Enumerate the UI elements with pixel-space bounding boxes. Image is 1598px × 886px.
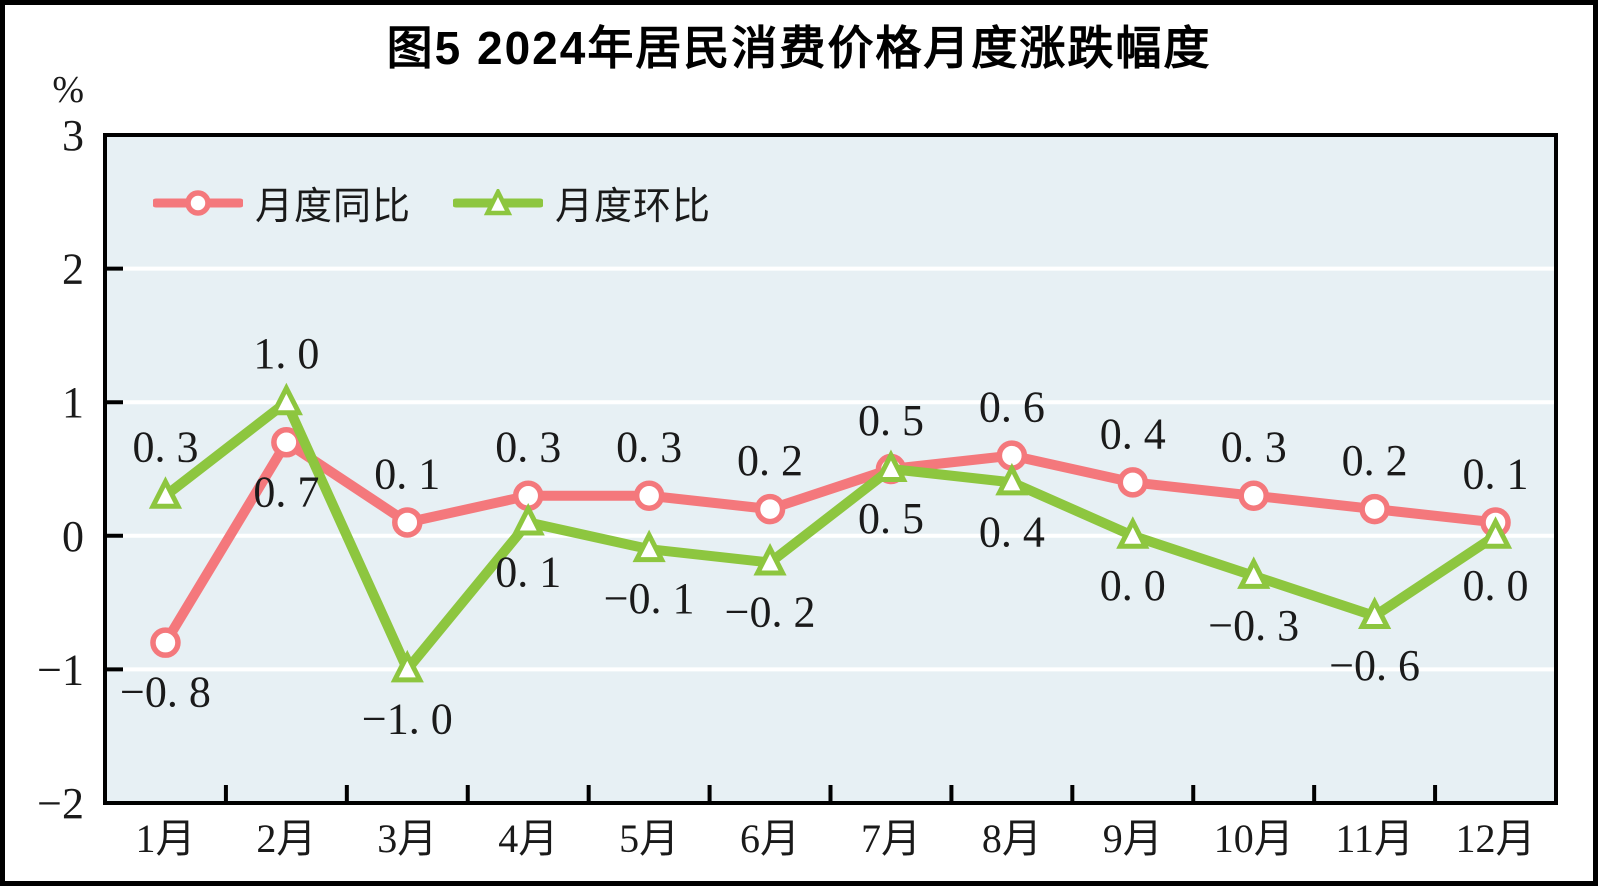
- series-line-tongbi: [160, 437, 1501, 648]
- x-tick-label: 7月: [861, 816, 921, 861]
- legend-label-huanbi: 月度环比: [555, 186, 712, 228]
- y-tick-label: −1: [37, 645, 84, 694]
- legend: 月度同比 月度环比: [153, 175, 711, 230]
- data-point-tongbi: [1117, 467, 1149, 498]
- data-label: 0. 6: [979, 383, 1045, 432]
- x-tick-label: 4月: [498, 816, 558, 861]
- x-tick-label: 11月: [1335, 816, 1414, 861]
- data-label: 0. 2: [737, 436, 803, 485]
- y-tick-label: 1: [62, 378, 84, 427]
- data-label: 0. 1: [374, 449, 440, 498]
- data-label: 0. 0: [1100, 561, 1166, 610]
- series-line-huanbi: [160, 397, 1501, 675]
- data-label: −1. 0: [362, 694, 453, 743]
- data-point-tongbi: [150, 627, 181, 658]
- x-tick-label: 9月: [1103, 816, 1163, 861]
- x-tick-label: 6月: [740, 816, 800, 861]
- data-point-tongbi: [754, 493, 786, 525]
- y-axis-unit: %: [52, 69, 84, 111]
- x-tick-label: 2月: [256, 816, 316, 861]
- data-label: −0. 3: [1208, 601, 1299, 650]
- data-label: 0. 3: [616, 423, 682, 472]
- y-tick-label: −2: [37, 779, 84, 828]
- data-point-huanbi: [1237, 556, 1271, 589]
- circle-marker-icon: [153, 189, 243, 216]
- x-tick-label: 1月: [135, 816, 195, 861]
- data-label: 0. 3: [1221, 423, 1287, 472]
- data-point-tongbi: [633, 480, 665, 511]
- data-point-huanbi: [874, 449, 908, 482]
- data-label: 0. 5: [858, 494, 924, 543]
- data-point-huanbi: [148, 476, 183, 509]
- legend-item-tongbi: 月度同比: [153, 175, 411, 230]
- x-tick-label: 12月: [1456, 816, 1536, 861]
- data-label: −0. 8: [120, 668, 211, 717]
- data-label: 0. 2: [1342, 436, 1408, 485]
- data-label: 0. 4: [1100, 409, 1166, 458]
- data-label: 0. 4: [979, 507, 1045, 556]
- data-label: −0. 2: [725, 588, 816, 637]
- data-point-huanbi: [1116, 516, 1150, 549]
- data-point-huanbi: [753, 543, 787, 576]
- data-label: 1. 0: [253, 329, 319, 378]
- x-tick-label: 8月: [982, 816, 1042, 861]
- data-point-tongbi: [1238, 480, 1269, 511]
- data-point-tongbi: [392, 507, 423, 538]
- plot-area: [103, 133, 1558, 805]
- data-point-huanbi: [1358, 596, 1392, 629]
- data-label: 0. 3: [495, 423, 561, 472]
- data-label: 0. 0: [1463, 561, 1529, 610]
- data-label: 0. 1: [495, 547, 561, 596]
- data-point-huanbi: [995, 462, 1029, 496]
- data-point-huanbi: [390, 649, 424, 683]
- triangle-marker-icon: [453, 188, 544, 215]
- x-tick-label: 10月: [1214, 816, 1294, 861]
- x-tick-label: 5月: [619, 816, 679, 861]
- data-point-huanbi: [632, 529, 666, 563]
- data-point-huanbi: [511, 502, 545, 536]
- data-label: 0. 1: [1463, 449, 1529, 498]
- data-label: −0. 1: [604, 574, 695, 623]
- data-label: 0. 7: [253, 467, 319, 516]
- data-point-huanbi: [269, 382, 303, 416]
- legend-item-huanbi: 月度环比: [453, 175, 711, 230]
- chart-title: 图5 2024年居民消费价格月度涨跌幅度: [386, 22, 1212, 74]
- legend-label-tongbi: 月度同比: [255, 186, 412, 228]
- data-point-tongbi: [271, 427, 302, 458]
- data-label: 0. 5: [858, 396, 924, 445]
- y-tick-label: 3: [62, 111, 84, 160]
- y-tick-label: 2: [62, 245, 84, 294]
- data-label: −0. 6: [1329, 641, 1420, 690]
- data-point-huanbi: [1478, 516, 1513, 549]
- x-tick-label: 3月: [377, 816, 437, 861]
- data-point-tongbi: [1359, 493, 1390, 525]
- data-label: 0. 3: [132, 423, 198, 472]
- y-tick-label: 0: [62, 512, 84, 561]
